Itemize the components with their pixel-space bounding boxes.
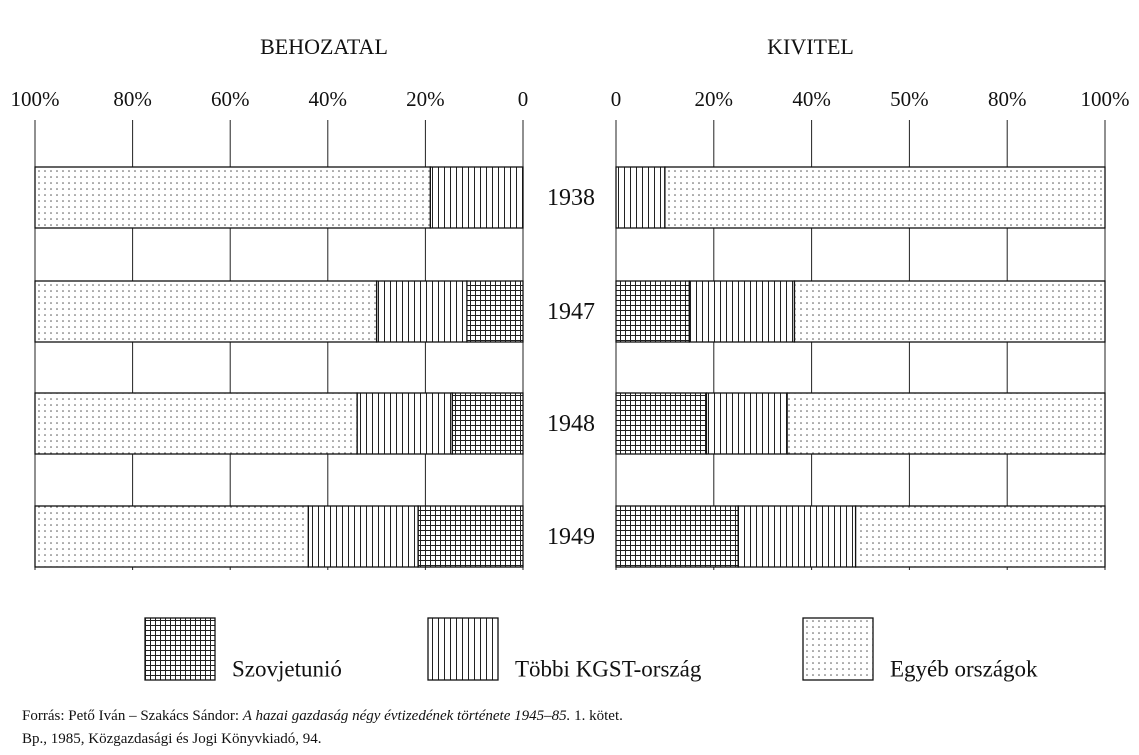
bar-segment: [854, 505, 1106, 568]
bar-segment: [307, 505, 419, 568]
bar-segment: [615, 392, 708, 455]
legend-swatch: [427, 617, 499, 681]
legend-label: Egyéb országok: [890, 656, 1038, 681]
category-label: 1938: [547, 185, 595, 211]
legend-swatch: [802, 617, 874, 681]
bar-segment: [451, 392, 524, 455]
bar-segment: [737, 505, 857, 568]
bar-segment: [664, 166, 1106, 229]
bar-segment: [34, 280, 378, 343]
x-tick-label: 50%: [890, 87, 929, 111]
source-line-2: Bp., 1985, Közgazdasági és Jogi Könyvkia…: [22, 731, 322, 747]
legend-label: Szovjetunió: [232, 656, 342, 681]
source-line-1: Forrás: Pető Iván – Szakács Sándor: A ha…: [22, 708, 623, 725]
x-tick-label: 0: [611, 87, 622, 111]
source-volume: 1. kötet.: [570, 708, 623, 724]
bar-segment: [34, 392, 358, 455]
x-tick-label: 20%: [695, 87, 734, 111]
panel-title: BEHOZATAL: [260, 34, 388, 59]
x-tick-label: 0: [518, 87, 529, 111]
bar-segment: [466, 280, 524, 343]
legend-swatch: [144, 617, 216, 681]
category-label: 1949: [547, 524, 595, 550]
bar-segment: [786, 392, 1106, 455]
category-label: 1947: [547, 299, 595, 325]
x-tick-label: 100%: [11, 87, 60, 111]
x-tick-label: 60%: [211, 87, 250, 111]
bar-segment: [417, 505, 524, 568]
bar-segment: [615, 505, 739, 568]
bar-segment: [375, 280, 468, 343]
x-tick-label: 40%: [792, 87, 831, 111]
category-label: 1948: [547, 411, 595, 437]
source-title: A hazai gazdaság négy évtizedének történ…: [242, 708, 571, 724]
bar-segment: [615, 166, 666, 229]
bar-segment: [356, 392, 453, 455]
bar-segment: [793, 280, 1106, 343]
bar-segment: [429, 166, 524, 229]
bar-segment: [615, 280, 690, 343]
bar-segment: [705, 392, 788, 455]
x-tick-label: 40%: [309, 87, 348, 111]
panel-title: KIVITEL: [767, 34, 854, 59]
bar-segment: [34, 166, 431, 229]
x-tick-label: 20%: [406, 87, 445, 111]
x-tick-label: 80%: [988, 87, 1027, 111]
bar-segment: [34, 505, 309, 568]
x-tick-label: 100%: [1081, 87, 1130, 111]
x-tick-label: 80%: [113, 87, 152, 111]
source-authors: Forrás: Pető Iván – Szakács Sándor:: [22, 708, 243, 724]
bar-segment: [688, 280, 796, 343]
legend-label: Többi KGST-ország: [515, 656, 702, 681]
